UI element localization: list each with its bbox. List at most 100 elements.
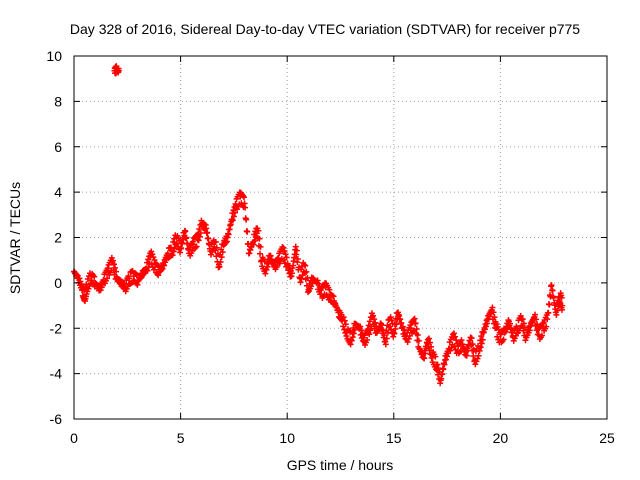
data-point-dense [519, 316, 526, 323]
data-point-dense [383, 335, 390, 342]
y-axis-label: SDTVAR / TECUs [7, 182, 23, 294]
data-point-dense [294, 255, 301, 262]
data-point-dense [133, 271, 140, 278]
data-point-dense [553, 311, 560, 318]
x-tick-label: 25 [599, 430, 615, 446]
data-point-dense [428, 343, 435, 350]
data-point-dense [412, 320, 419, 327]
data-point-dense [494, 333, 501, 340]
data-point-dense [213, 244, 220, 251]
data-point-dense [391, 330, 398, 337]
y-tick-label: -4 [50, 366, 63, 382]
data-point-dense [410, 316, 417, 323]
data-point-dense [257, 250, 264, 257]
data-point-dense [170, 248, 177, 255]
data-point-dense [77, 278, 84, 285]
data-point-dense [178, 244, 185, 251]
data-point-dense [476, 347, 483, 354]
data-point-dense [151, 256, 158, 263]
data-point-dense [472, 361, 479, 368]
data-point-dense [315, 280, 322, 287]
data-point-dense [453, 337, 460, 344]
data-point-dense [149, 251, 156, 258]
chart-title: Day 328 of 2016, Sidereal Day-to-day VTE… [70, 21, 580, 37]
data-point-dense [479, 336, 486, 343]
data-point-dense [491, 314, 498, 321]
data-point-dense [150, 254, 157, 261]
data-point-dense [520, 327, 527, 334]
data-point-dense [387, 314, 394, 321]
data-point-dense [366, 331, 373, 338]
data-point-dense [349, 334, 356, 341]
x-tick-label: 15 [386, 430, 402, 446]
data-point-dense [380, 327, 387, 334]
data-point-dense [250, 241, 257, 248]
data-point [407, 325, 414, 332]
data-point-dense [427, 339, 434, 346]
data-point-dense [283, 254, 290, 261]
data-point-dense [432, 353, 439, 360]
grid-lines [74, 56, 607, 419]
data-point-dense [483, 323, 490, 330]
data-point-dense [506, 320, 513, 327]
y-tick-label: 10 [46, 48, 62, 64]
data-point-dense [489, 304, 496, 311]
data-point-dense [297, 279, 304, 286]
data-point-dense [404, 338, 411, 345]
data-point-dense [204, 229, 211, 236]
data-point-dense [494, 323, 501, 330]
data-point-dense [469, 341, 476, 348]
data-point [292, 243, 299, 250]
data-point-dense [478, 333, 485, 340]
data-point-dense [517, 312, 524, 319]
data-point-dense [534, 321, 541, 328]
data-point-dense [148, 248, 155, 255]
y-tick-label: 6 [54, 139, 62, 155]
data-point-dense [379, 322, 386, 329]
data-point-dense [85, 285, 92, 292]
data-point-dense [84, 276, 91, 283]
data-point-dense [212, 239, 219, 246]
x-tick-label: 20 [493, 430, 509, 446]
data-point-dense [367, 327, 374, 334]
data-point-dense [439, 370, 446, 377]
data-point-dense [382, 341, 389, 348]
data-point-dense [218, 254, 225, 261]
data-point-dense [364, 337, 371, 344]
data-point-dense [216, 263, 223, 270]
data-point [467, 334, 474, 341]
data-point-dense [474, 355, 481, 362]
data-point-dense [263, 266, 270, 273]
data-point-dense [132, 270, 139, 277]
data-point-dense [231, 209, 238, 216]
data-point-dense [256, 235, 263, 242]
y-axis-ticks: -6 -4 -2 0 2 4 6 8 10 [46, 48, 607, 427]
data-point-dense [371, 316, 378, 323]
data-point-dense [350, 330, 357, 337]
data-point-dense [558, 294, 565, 301]
data-point-dense [76, 275, 83, 282]
data-point-dense [195, 237, 202, 244]
data-point-dense [406, 332, 413, 339]
data-point-dense [411, 315, 418, 322]
data-point-dense [282, 251, 289, 258]
data-point-dense [111, 271, 118, 278]
data-point [424, 336, 431, 343]
data-point-dense [329, 292, 336, 299]
data-point-dense [358, 327, 365, 334]
data-point-dense [451, 330, 458, 337]
data-point-dense [372, 319, 379, 326]
data-point-dense [303, 268, 310, 275]
data-point-dense [414, 331, 421, 338]
data-point-dense [161, 262, 168, 269]
data-point-dense [370, 312, 377, 319]
data-point-dense [104, 275, 111, 282]
data-point-dense [230, 213, 237, 220]
data-point-dense [314, 277, 321, 284]
data-point-dense [443, 356, 450, 363]
data-point-dense [413, 326, 420, 333]
data-point-dense [288, 270, 295, 277]
data-point-dense [468, 335, 475, 342]
data-point-dense [196, 233, 203, 240]
